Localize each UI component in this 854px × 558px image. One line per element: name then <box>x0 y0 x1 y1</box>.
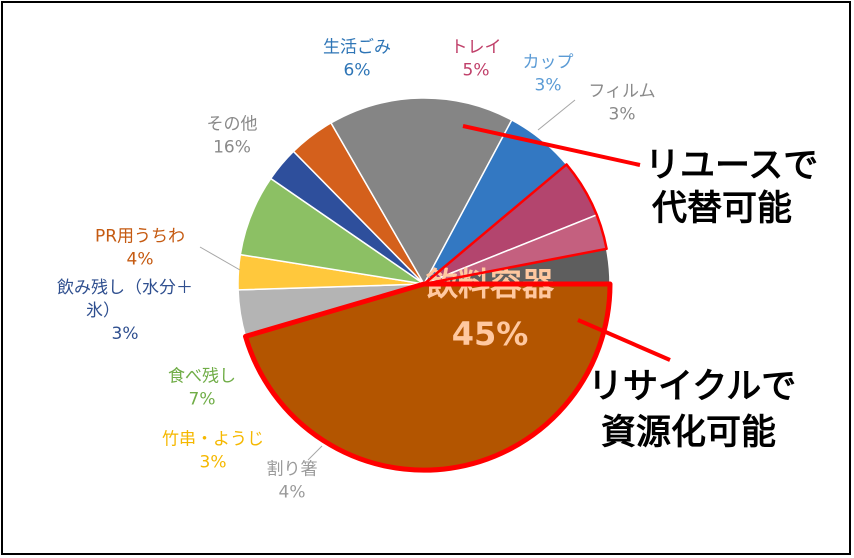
slice-name-2-line-0: 竹串・ようじ <box>162 430 264 450</box>
annotations: リユースで 代替可能 リサイクルで 資源化可能 <box>462 124 818 453</box>
slice-name-5-line-0: PR用うちわ <box>95 227 185 247</box>
slice-labels: 飲料容器45%割り箸4%竹串・ようじ3%食べ残し7%飲み残し（水分＋氷）3%PR… <box>57 38 656 503</box>
highlight-beverage-containers <box>243 281 613 473</box>
slice-label-3: 食べ残し 7% <box>168 367 236 410</box>
slice-label-2: 竹串・ようじ 3% <box>162 430 264 473</box>
slice-value-9: 3% <box>535 76 562 96</box>
slice-value-10: 3% <box>609 105 636 125</box>
recycle-callout-line <box>577 318 671 362</box>
slice-name-4-line-1: 氷） <box>86 301 120 321</box>
slice-label-1: 割り箸 4% <box>267 460 318 503</box>
slice-label-8: トレイ 5% <box>451 38 502 81</box>
reuse-annotation-line-1: リユースで <box>645 146 818 186</box>
slice-value-7: 6% <box>344 61 371 81</box>
slice-value-6: 16% <box>213 138 251 158</box>
slice-value-3: 7% <box>189 390 216 410</box>
leader-line-10 <box>537 99 576 131</box>
slice-label-7: 生活ごみ 6% <box>323 38 391 81</box>
slice-name-9-line-0: カップ <box>523 53 574 73</box>
slice-value-4: 3% <box>112 324 139 344</box>
pie-slice-6 <box>329 97 513 286</box>
highlight-tray-cup <box>422 163 608 286</box>
slice-label-5: PR用うちわ 4% <box>95 227 185 270</box>
recycle-annotation-line-2: 資源化可能 <box>601 413 776 453</box>
slice-value-0: 45% <box>452 315 529 353</box>
slice-value-8: 5% <box>463 61 490 81</box>
slice-name-10-line-0: フィルム <box>588 82 655 102</box>
slice-name-8-line-0: トレイ <box>451 38 502 58</box>
slice-name-6-line-0: その他 <box>207 115 258 135</box>
slice-value-1: 4% <box>279 483 306 503</box>
slice-name-1-line-0: 割り箸 <box>267 460 318 480</box>
slice-name-3-line-0: 食べ残し <box>168 367 236 387</box>
reuse-callout-line <box>462 124 641 167</box>
slice-value-2: 3% <box>200 453 227 473</box>
reuse-annotation-line-2: 代替可能 <box>651 189 792 229</box>
leader-lines <box>199 99 576 461</box>
recycle-annotation-line-1: リサイクルで <box>588 367 796 407</box>
slice-label-10: フィルム 3% <box>588 82 655 125</box>
slice-name-4-line-0: 飲み残し（水分＋ <box>57 278 193 298</box>
slice-label-6: その他 16% <box>207 115 258 158</box>
highlight-outlines <box>243 163 613 473</box>
pie-slices <box>237 97 611 471</box>
slice-value-5: 4% <box>127 250 154 270</box>
slice-label-4: 飲み残し（水分＋ 氷） 3% <box>57 278 193 344</box>
slice-name-7-line-0: 生活ごみ <box>323 38 391 58</box>
leader-line-1 <box>307 445 323 461</box>
leader-line-5 <box>199 246 241 271</box>
slice-label-9: カップ 3% <box>523 53 574 96</box>
